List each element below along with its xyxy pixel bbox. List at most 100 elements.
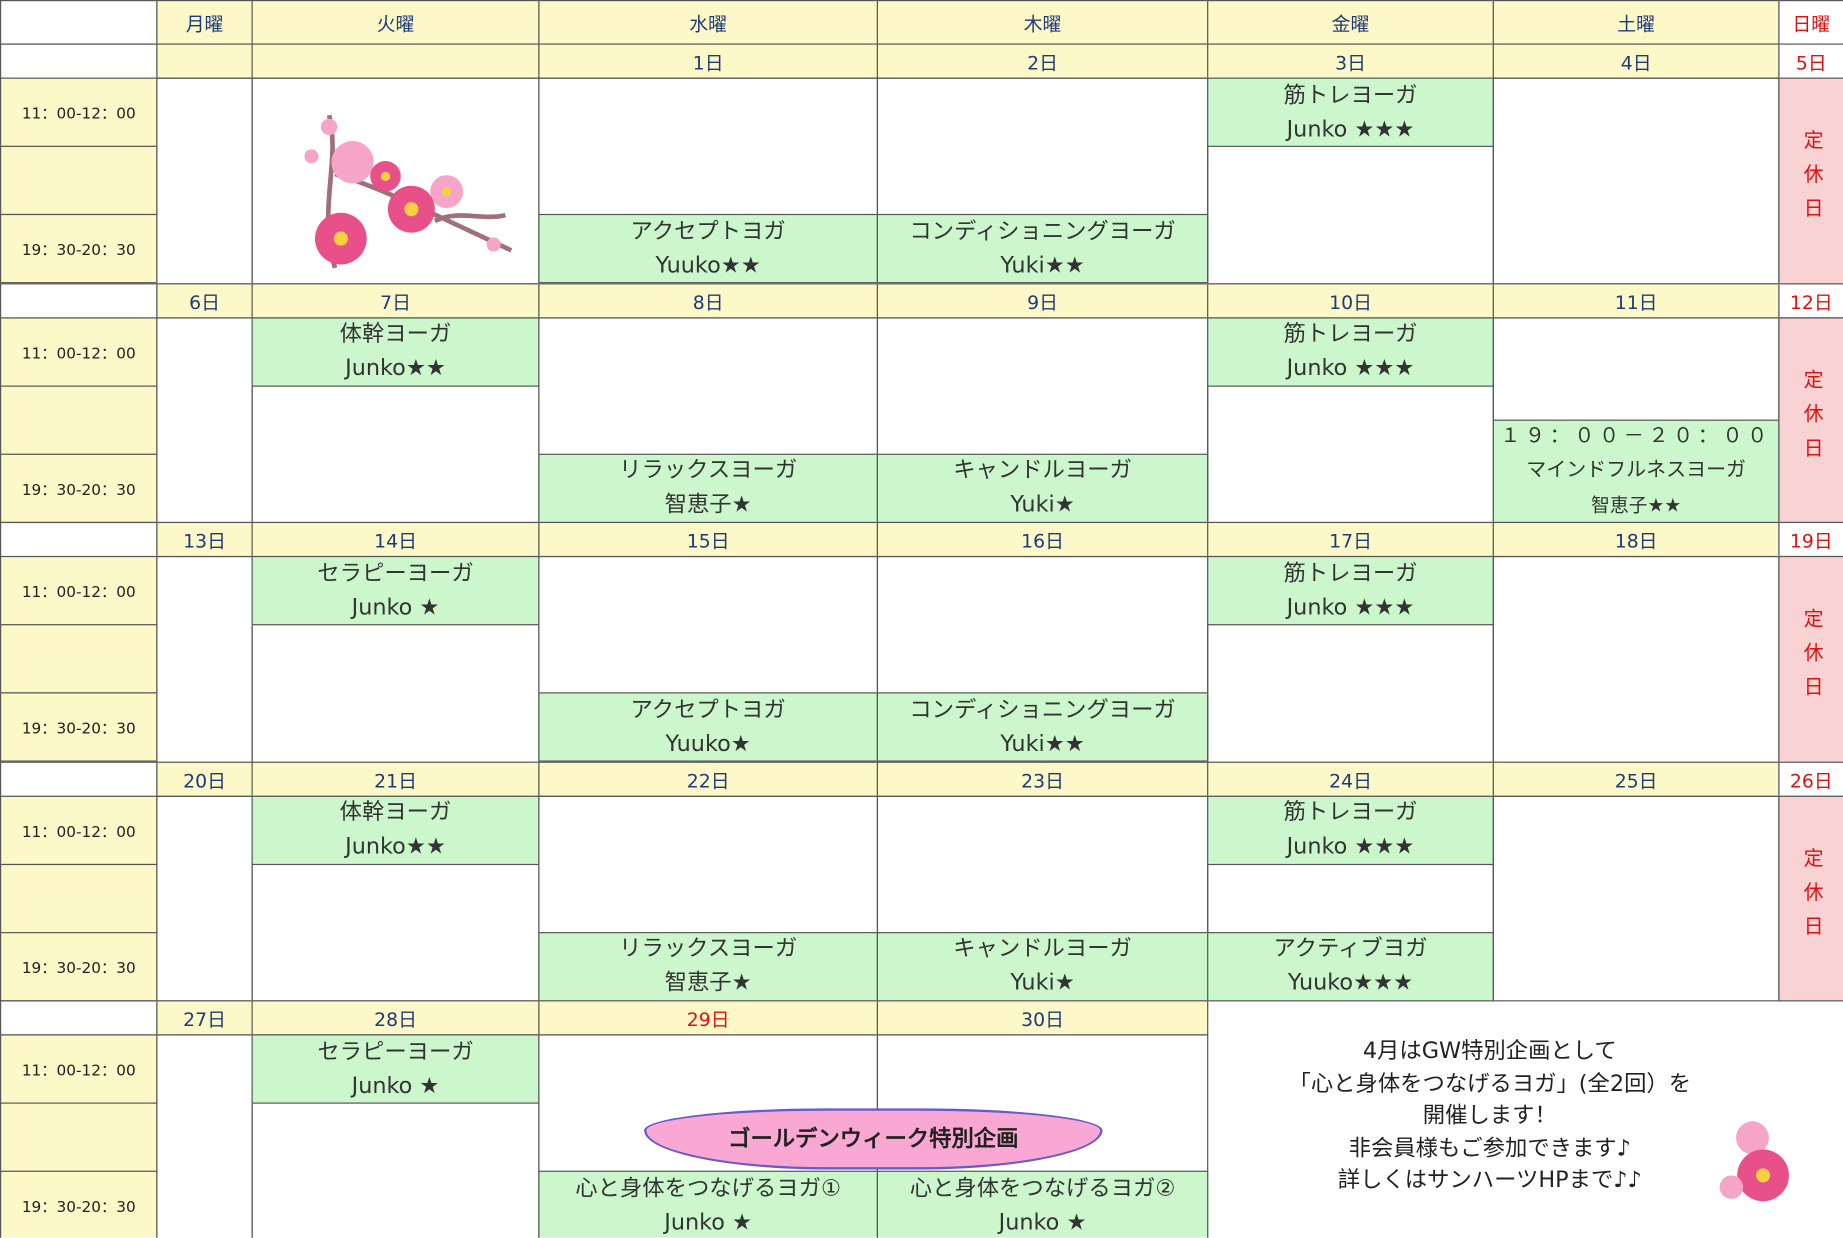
class-name: 体幹ヨーガ — [339, 799, 452, 826]
class-teacher: Junko ★ — [351, 594, 440, 621]
class-teacher: Junko ★ — [351, 1072, 440, 1099]
class-name: コンディショニングヨーガ — [909, 696, 1176, 723]
closed-cell: 定休日 — [1778, 795, 1843, 1002]
class-cell: アクセプトヨガ Yuuko★ — [538, 692, 879, 763]
date-cell: 29日 — [538, 1000, 879, 1036]
class-teacher: Yuuko★★★ — [1287, 970, 1414, 997]
weekday-header: 月曜 — [156, 0, 253, 45]
class-name: コンディショニングヨーガ — [909, 218, 1176, 245]
banner: ゴールデンウィーク特別企画 — [644, 1108, 1103, 1170]
note-line: 非会員様もご参加できます♪ — [1348, 1134, 1631, 1161]
date-cell: 25日 — [1492, 761, 1780, 797]
date-cell: 6日 — [156, 282, 253, 318]
class-teacher: Junko ★★★ — [1286, 594, 1415, 621]
closed-label: 定休日 — [1798, 368, 1823, 472]
time-date-cell — [0, 521, 158, 558]
date-cell: 28日 — [251, 1000, 540, 1036]
class-cell: 筋トレヨーガ Junko ★★★ — [1207, 316, 1494, 387]
class-teacher: Yuuko★ — [665, 730, 751, 757]
time-slot — [0, 1102, 158, 1173]
date-cell: 3日 — [1207, 43, 1494, 79]
class-teacher: 智恵子★ — [664, 491, 752, 518]
class-cell: 体幹ヨーガ Junko★★ — [251, 316, 540, 387]
time-slot: 19：30-20：30 — [0, 692, 158, 763]
corner-cell — [0, 0, 158, 45]
class-name: アクティブヨガ — [1273, 936, 1428, 962]
class-name: 筋トレヨーガ — [1283, 320, 1418, 347]
date-cell — [156, 43, 253, 79]
class-teacher: Junko★★ — [345, 833, 446, 860]
class-cell: 筋トレヨーガ Junko ★★★ — [1207, 555, 1494, 626]
date-cell — [251, 43, 540, 79]
date-cell: 16日 — [876, 521, 1209, 558]
class-name: リラックスヨーガ — [619, 457, 798, 484]
class-name: セラピーヨーガ — [317, 1038, 474, 1065]
class-cell: 筋トレヨーガ Junko ★★★ — [1207, 77, 1494, 148]
class-cell: コンディショニングヨーガ Yuki★★ — [876, 214, 1209, 284]
weekday-header: 木曜 — [876, 0, 1209, 45]
class-name: キャンドルヨーガ — [953, 457, 1132, 484]
time-slot: 11：00-12：00 — [0, 555, 158, 626]
class-teacher: 智恵子★★ — [1591, 494, 1682, 517]
class-name: アクセプトヨガ — [630, 218, 786, 245]
date-cell: 11日 — [1492, 282, 1780, 318]
class-cell: セラピーヨーガ Junko ★ — [251, 555, 540, 626]
date-cell: 14日 — [251, 521, 540, 558]
weekday-header: 火曜 — [251, 0, 540, 45]
day-column — [156, 316, 253, 524]
class-teacher: Junko ★★★ — [1286, 833, 1415, 860]
time-slot — [0, 863, 158, 934]
class-time: １９：００－２０：００ — [1500, 424, 1772, 449]
class-teacher: Junko ★ — [664, 1209, 753, 1236]
date-cell: 7日 — [251, 282, 540, 318]
class-teacher: 智恵子★ — [664, 970, 752, 997]
class-name: セラピーヨーガ — [317, 560, 474, 587]
class-cell: セラピーヨーガ Junko ★ — [251, 1034, 540, 1104]
date-cell: 23日 — [876, 761, 1209, 797]
class-cell: キャンドルヨーガ Yuki★ — [876, 931, 1209, 1002]
time-slot: 11：00-12：00 — [0, 795, 158, 865]
class-name: キャンドルヨーガ — [953, 936, 1132, 962]
time-date-cell — [0, 761, 158, 797]
time-slot — [0, 145, 158, 216]
date-cell: 24日 — [1207, 761, 1494, 797]
class-cell: リラックスヨーガ 智恵子★ — [538, 453, 879, 524]
closed-label: 定休日 — [1798, 607, 1823, 711]
day-column — [156, 77, 253, 284]
date-cell: 2日 — [876, 43, 1209, 79]
date-cell: 26日 — [1778, 761, 1843, 797]
class-cell: 心と身体をつなげるヨガ① Junko ★ — [538, 1171, 879, 1238]
weekday-header: 土曜 — [1492, 0, 1780, 45]
class-teacher: Yuki★ — [1010, 491, 1075, 518]
time-date-cell — [0, 43, 158, 79]
note-line: 「心と身体をつなげるヨガ」(全2回）を — [1288, 1070, 1692, 1097]
class-teacher: Yuuko★★ — [655, 252, 761, 279]
class-cell: アクティブヨガ Yuuko★★★ — [1207, 931, 1494, 1002]
date-cell: 9日 — [876, 282, 1209, 318]
date-cell: 8日 — [538, 282, 879, 318]
class-cell: 心と身体をつなげるヨガ② Junko ★ — [876, 1171, 1209, 1238]
date-cell: 1日 — [538, 43, 879, 79]
class-teacher: Yuki★ — [1010, 970, 1075, 997]
class-cell: アクセプトヨガ Yuuko★★ — [538, 214, 879, 284]
date-cell: 13日 — [156, 521, 253, 558]
weekday-header: 日曜 — [1778, 0, 1843, 45]
plum-blossom-art — [304, 114, 513, 269]
day-column — [156, 555, 253, 763]
closed-cell: 定休日 — [1778, 316, 1843, 524]
day-column — [1492, 77, 1780, 284]
class-cell: キャンドルヨーガ Yuki★ — [876, 453, 1209, 524]
class-teacher: Junko★★ — [345, 355, 446, 381]
class-cell: １９：００－２０：００ マインドフルネスヨーガ 智恵子★★ — [1492, 419, 1780, 524]
time-date-cell — [0, 282, 158, 318]
note-line: 4月はGW特別企画として — [1362, 1037, 1617, 1064]
weekday-header: 金曜 — [1207, 0, 1494, 45]
closed-cell: 定休日 — [1778, 555, 1843, 763]
class-name: 筋トレヨーガ — [1283, 560, 1418, 587]
note-line: 詳しくはサンハーツHPまで♪♪ — [1337, 1167, 1642, 1194]
time-slot: 11：00-12：00 — [0, 1034, 158, 1104]
closed-cell: 定休日 — [1778, 77, 1843, 284]
date-cell: 18日 — [1492, 521, 1780, 558]
